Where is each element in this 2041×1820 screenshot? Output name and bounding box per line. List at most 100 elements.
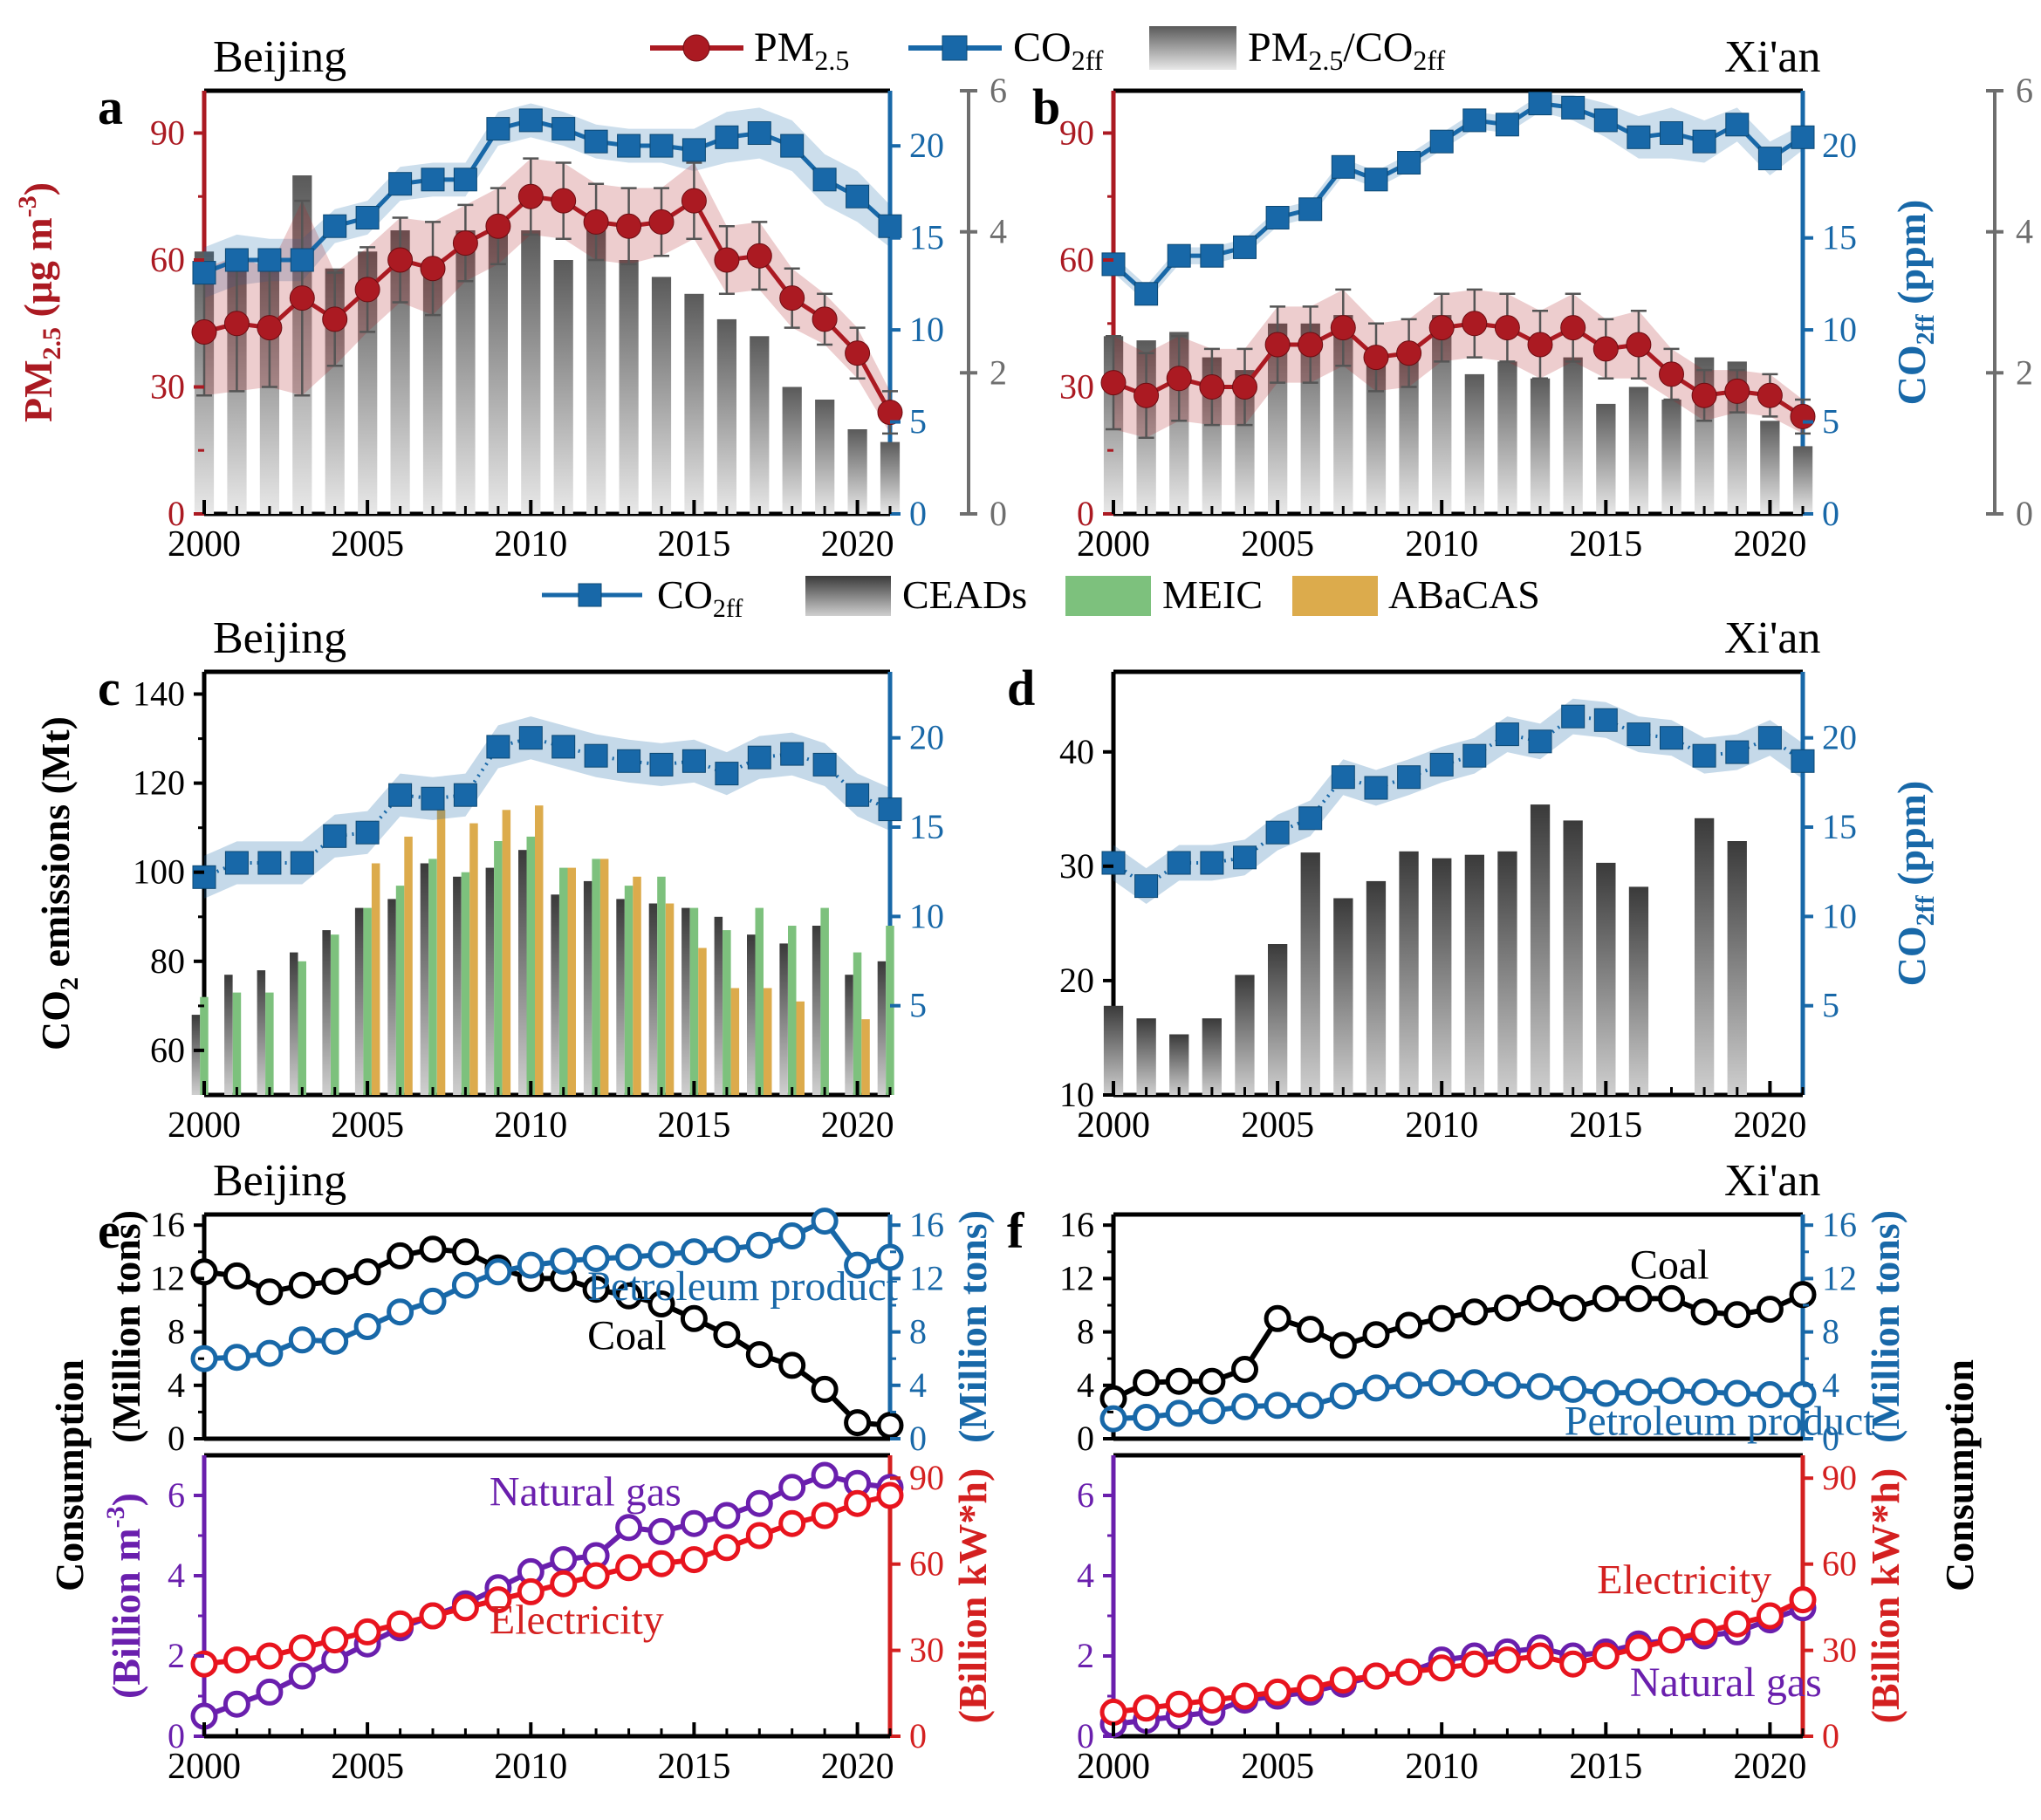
svg-text:5: 5 xyxy=(909,986,927,1025)
svg-text:2000: 2000 xyxy=(168,1105,241,1146)
svg-text:100: 100 xyxy=(133,852,185,892)
svg-text:0: 0 xyxy=(1077,1419,1094,1458)
svg-text:2010: 2010 xyxy=(494,524,567,564)
svg-text:2005: 2005 xyxy=(1241,524,1314,564)
svg-text:0: 0 xyxy=(2016,494,2033,533)
svg-text:f: f xyxy=(1007,1202,1024,1259)
svg-text:90: 90 xyxy=(150,113,185,153)
svg-text:a: a xyxy=(98,79,123,135)
svg-text:6: 6 xyxy=(168,1475,185,1515)
svg-text:(Million tons): (Million tons) xyxy=(950,1210,995,1443)
svg-text:2015: 2015 xyxy=(1569,524,1642,564)
svg-text:2010: 2010 xyxy=(494,1105,567,1146)
svg-text:2005: 2005 xyxy=(331,1747,404,1787)
svg-text:Electricity: Electricity xyxy=(490,1598,664,1644)
svg-text:2005: 2005 xyxy=(331,524,404,564)
svg-text:6: 6 xyxy=(2016,71,2033,110)
svg-text:2015: 2015 xyxy=(1569,1105,1642,1146)
svg-text:2: 2 xyxy=(2016,352,2033,392)
svg-text:10: 10 xyxy=(1822,896,1857,935)
svg-text:60: 60 xyxy=(1822,1544,1857,1584)
svg-text:CO2ff (ppm): CO2ff (ppm) xyxy=(1889,200,1940,406)
svg-text:(Million tons): (Million tons) xyxy=(1863,1210,1907,1443)
svg-text:2015: 2015 xyxy=(657,1105,730,1146)
svg-text:20: 20 xyxy=(1822,126,1857,165)
svg-text:140: 140 xyxy=(133,674,185,714)
svg-text:6: 6 xyxy=(990,71,1007,110)
svg-text:b: b xyxy=(1032,79,1060,135)
svg-text:2015: 2015 xyxy=(1569,1747,1642,1787)
svg-text:Xi'an: Xi'an xyxy=(1724,32,1820,82)
svg-text:30: 30 xyxy=(1822,1631,1857,1670)
svg-text:5: 5 xyxy=(1822,402,1839,441)
svg-text:5: 5 xyxy=(909,402,927,441)
svg-text:30: 30 xyxy=(1059,367,1094,407)
svg-text:(Billion kW*h): (Billion kW*h) xyxy=(950,1468,995,1724)
svg-text:Beijing: Beijing xyxy=(213,613,346,663)
svg-text:Beijing: Beijing xyxy=(213,1156,346,1206)
svg-text:60: 60 xyxy=(909,1544,944,1584)
svg-text:2: 2 xyxy=(1077,1636,1094,1675)
svg-text:Consumption: Consumption xyxy=(1937,1359,1982,1591)
svg-text:6: 6 xyxy=(1077,1475,1094,1515)
svg-text:2000: 2000 xyxy=(1077,1105,1150,1146)
svg-text:Coal: Coal xyxy=(587,1313,667,1359)
svg-text:4: 4 xyxy=(168,1365,185,1405)
svg-text:20: 20 xyxy=(909,718,944,757)
svg-text:20: 20 xyxy=(1822,718,1857,757)
svg-text:15: 15 xyxy=(909,218,944,257)
svg-text:2: 2 xyxy=(168,1636,185,1675)
svg-text:0: 0 xyxy=(909,1419,927,1458)
svg-text:4: 4 xyxy=(990,212,1007,251)
svg-text:2: 2 xyxy=(990,352,1007,392)
svg-text:0: 0 xyxy=(168,1419,185,1458)
svg-text:2000: 2000 xyxy=(1077,524,1150,564)
svg-text:15: 15 xyxy=(1822,807,1857,846)
svg-text:Electricity: Electricity xyxy=(1597,1557,1771,1604)
svg-text:Beijing: Beijing xyxy=(213,32,346,82)
svg-text:Consumption: Consumption xyxy=(47,1359,92,1591)
svg-text:8: 8 xyxy=(1822,1312,1839,1351)
svg-text:Natural gas: Natural gas xyxy=(490,1469,681,1516)
svg-text:Petroleum product: Petroleum product xyxy=(1565,1398,1876,1444)
svg-text:2020: 2020 xyxy=(1733,524,1806,564)
svg-text:2020: 2020 xyxy=(821,1747,894,1787)
svg-text:0: 0 xyxy=(990,494,1007,533)
svg-text:CEADs: CEADs xyxy=(902,572,1027,617)
svg-text:2000: 2000 xyxy=(168,1747,241,1787)
svg-text:0: 0 xyxy=(1822,1716,1839,1755)
svg-text:40: 40 xyxy=(1059,732,1094,771)
svg-text:2005: 2005 xyxy=(331,1105,404,1146)
svg-text:8: 8 xyxy=(168,1312,185,1351)
svg-text:2005: 2005 xyxy=(1241,1747,1314,1787)
svg-text:60: 60 xyxy=(150,1030,185,1070)
svg-text:8: 8 xyxy=(1077,1312,1094,1351)
svg-text:2020: 2020 xyxy=(821,1105,894,1146)
svg-text:MEIC: MEIC xyxy=(1162,572,1263,617)
svg-text:2005: 2005 xyxy=(1241,1105,1314,1146)
svg-text:2010: 2010 xyxy=(494,1747,567,1787)
svg-text:20: 20 xyxy=(909,126,944,165)
svg-text:16: 16 xyxy=(1059,1205,1094,1244)
svg-text:60: 60 xyxy=(1059,240,1094,279)
svg-text:2000: 2000 xyxy=(1077,1747,1150,1787)
svg-text:60: 60 xyxy=(150,240,185,279)
svg-text:d: d xyxy=(1007,660,1035,716)
svg-text:c: c xyxy=(98,660,120,716)
svg-text:CO2 emissions (Mt): CO2 emissions (Mt) xyxy=(33,716,84,1050)
svg-text:4: 4 xyxy=(1077,1365,1094,1405)
svg-text:PM2.5 (μg m-3): PM2.5 (μg m-3) xyxy=(13,182,66,422)
svg-text:10: 10 xyxy=(909,896,944,935)
svg-text:0: 0 xyxy=(909,494,927,533)
svg-text:2020: 2020 xyxy=(821,524,894,564)
svg-text:2020: 2020 xyxy=(1733,1747,1806,1787)
svg-text:(Million tons): (Million tons) xyxy=(104,1210,148,1443)
svg-text:90: 90 xyxy=(1059,113,1094,153)
svg-text:2015: 2015 xyxy=(657,1747,730,1787)
svg-text:ABaCAS: ABaCAS xyxy=(1388,572,1540,617)
svg-text:2000: 2000 xyxy=(168,524,241,564)
svg-text:10: 10 xyxy=(1822,310,1857,349)
svg-text:12: 12 xyxy=(909,1258,944,1297)
svg-text:0: 0 xyxy=(1822,494,1839,533)
svg-text:(Billion kW*h): (Billion kW*h) xyxy=(1863,1468,1907,1724)
